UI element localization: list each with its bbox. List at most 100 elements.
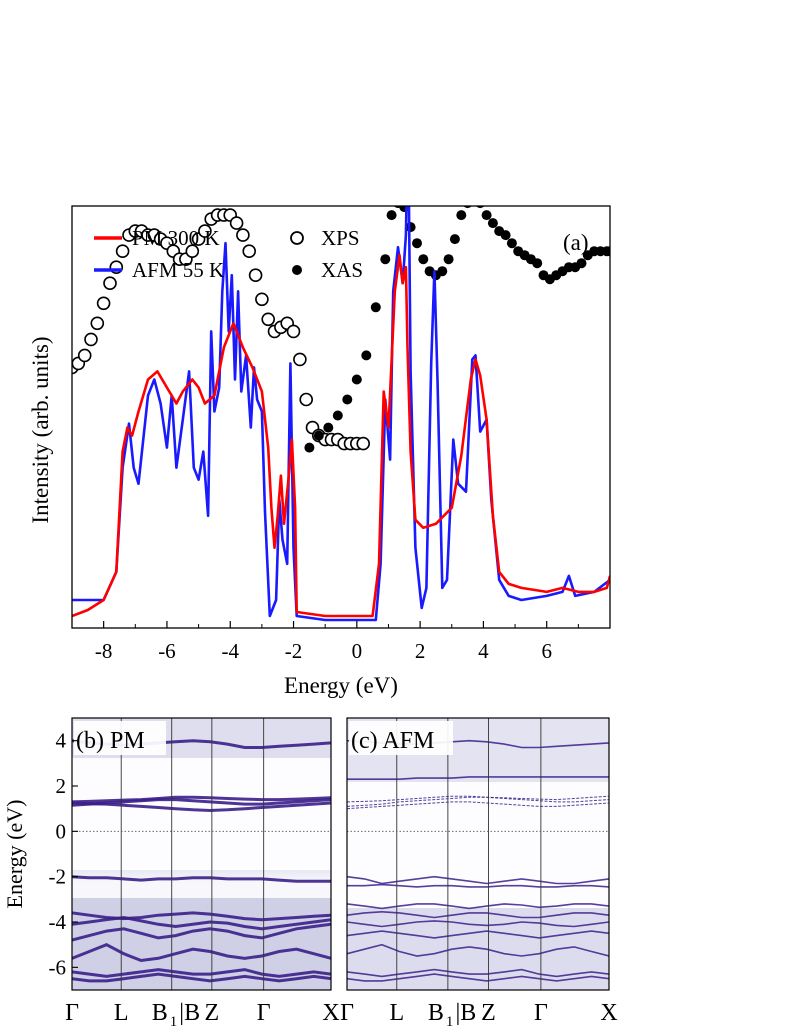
panel-a-plot-area xyxy=(72,190,610,622)
xas-point-2 xyxy=(323,422,334,433)
xas-point-24 xyxy=(481,210,492,221)
legend-marker-xps xyxy=(290,231,304,245)
xps-point-8 xyxy=(115,244,130,258)
panel-b-label-bg xyxy=(74,721,166,755)
xps-point-29 xyxy=(248,268,263,283)
panel-b-y-axis: -6 -4 -2 0 2 4 xyxy=(49,729,78,979)
xas-point-28 xyxy=(506,238,517,249)
xas-point-39 xyxy=(576,258,587,269)
c-band-3 xyxy=(347,776,609,780)
xas-point-7 xyxy=(370,302,381,313)
xps-point-27 xyxy=(236,228,250,242)
b-kpath-label-6: X xyxy=(322,1000,339,1026)
panel-b-valence-gradient xyxy=(72,870,331,898)
panel-c-label-bg xyxy=(349,721,453,755)
c-band-12 xyxy=(347,968,609,978)
b-y-tick-label-5: 4 xyxy=(56,729,67,753)
panel-c-frame xyxy=(346,717,610,991)
c-band-10 xyxy=(347,930,609,939)
c-kpath-label-5: Γ xyxy=(534,1000,548,1026)
legend-item-pm: PM 300 K xyxy=(94,226,220,250)
b-y-tick-label-1: -4 xyxy=(49,910,67,934)
x-tick-label-1: -6 xyxy=(158,639,176,663)
afm-55k-line xyxy=(72,206,610,622)
xas-point-0 xyxy=(304,442,315,453)
panel-b: (b) PM -6 -4 -2 0 2 4 Energy (eV) Γ L B |B Z Γ X 1 xyxy=(2,717,340,1030)
xps-point-31 xyxy=(261,312,276,327)
c-band-8 xyxy=(347,910,609,919)
panel-c-label: (c) AFM xyxy=(351,728,434,754)
xas-point-44 xyxy=(605,246,610,257)
panel-b-kpath-lines xyxy=(120,718,265,990)
panel-b-frame xyxy=(71,717,332,991)
x-tick-label-0: -8 xyxy=(95,639,113,663)
legend-item-xas: XAS xyxy=(292,258,363,282)
panel-a-frame xyxy=(71,205,611,629)
c-band-5 xyxy=(347,875,609,885)
panel-b-plot-area xyxy=(72,718,331,990)
c-kpath-label-0: Γ xyxy=(340,1000,354,1026)
legend-label-afm: AFM 55 K xyxy=(132,258,224,282)
b-band-7 xyxy=(72,922,331,942)
xas-point-18 xyxy=(443,254,454,265)
b-y-tick-label-3: 0 xyxy=(56,819,67,843)
xas-point-20 xyxy=(456,210,467,221)
panel-a-label: (a) xyxy=(563,230,589,255)
b-band-4 xyxy=(72,875,331,883)
xps-point-35 xyxy=(286,324,301,339)
b-y-tick-label-2: -2 xyxy=(49,865,67,889)
xas-point-13 xyxy=(412,238,422,249)
c-band-13 xyxy=(347,973,609,982)
b-band-10 xyxy=(72,972,331,983)
b-band-6 xyxy=(72,915,331,931)
c-band-6 xyxy=(347,883,609,888)
xps-point-19 xyxy=(185,244,200,258)
legend-item-afm: AFM 55 K xyxy=(94,258,224,282)
xps-point-5 xyxy=(96,296,111,311)
xps-point-4 xyxy=(90,316,105,331)
panel-b-kpath-labels: Γ L B |B Z Γ X 1 xyxy=(65,1000,340,1030)
c-band-9 xyxy=(347,920,609,928)
b-band-2 xyxy=(72,801,331,813)
xas-point-9 xyxy=(386,210,397,221)
panel-b-label: (b) PM xyxy=(76,728,145,754)
c-kpath-label-2: B xyxy=(428,1000,444,1026)
c-kpath-label-6: X xyxy=(600,1000,617,1026)
b-band-9 xyxy=(72,968,331,978)
b-kpath-label-4: Z xyxy=(205,1000,220,1026)
c-band-1 xyxy=(347,795,609,803)
b-y-tick-label-0: -6 xyxy=(49,955,67,979)
c-band-0 xyxy=(347,796,609,807)
panel-c-kpath-lines xyxy=(396,718,542,990)
xas-point-1 xyxy=(313,430,324,441)
panel-a-x-axis: -8 -6 -4 -2 0 2 4 6 xyxy=(71,621,611,663)
c-kpath-subscript: 1 xyxy=(446,1014,454,1030)
b-band-0 xyxy=(72,798,331,807)
c-band-2 xyxy=(347,801,609,810)
x-tick-label-3: -2 xyxy=(285,639,303,663)
panel-c-bands xyxy=(347,739,609,982)
xps-point-6 xyxy=(103,276,117,291)
panel-c: (c) AFM Γ L B |B Z Γ X 1 xyxy=(340,717,618,1030)
legend-label-pm: PM 300 K xyxy=(132,226,220,250)
panel-c-plot-area xyxy=(347,718,609,990)
c-kpath-label-4: Z xyxy=(481,1000,496,1026)
c-kpath-label-3: |B xyxy=(455,1000,476,1026)
c-band-7 xyxy=(347,903,609,910)
xas-point-22 xyxy=(469,190,479,200)
panel-a-y-axis-label: Intensity (arb. units) xyxy=(28,336,53,523)
xas-point-17 xyxy=(437,266,448,277)
b-y-tick-label-4: 2 xyxy=(56,774,67,798)
xas-point-32 xyxy=(532,258,543,269)
xas-point-6 xyxy=(361,350,372,361)
xps-point-26 xyxy=(229,216,244,230)
c-band-11 xyxy=(347,943,609,957)
x-tick-label-2: -4 xyxy=(221,639,239,663)
panel-b-bands xyxy=(72,739,331,983)
b-kpath-label-3: |B xyxy=(179,1000,200,1026)
xas-point-14 xyxy=(418,254,429,265)
xps-point-30 xyxy=(255,292,269,307)
xas-point-19 xyxy=(449,234,460,245)
b-kpath-label-2: B xyxy=(152,1000,168,1026)
